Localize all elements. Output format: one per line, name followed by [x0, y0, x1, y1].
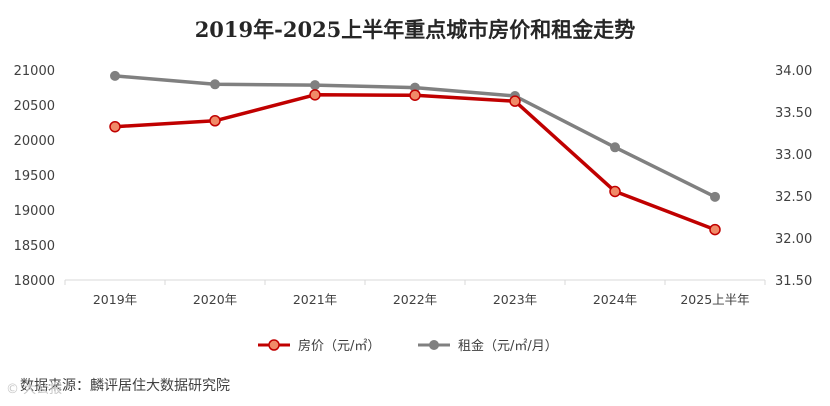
- legend-item-rent[interactable]: 租金（元/㎡/月）: [418, 338, 558, 354]
- right-tick-label: 32.50: [775, 190, 812, 205]
- legend-item-price[interactable]: 房价（元/㎡）: [258, 338, 380, 354]
- x-tick-label: 2019年: [93, 292, 137, 307]
- price-point[interactable]: [509, 95, 521, 107]
- series-layer: [109, 70, 721, 236]
- x-tick-label: 2020年: [193, 292, 237, 307]
- right-tick-label: 31.50: [775, 274, 812, 289]
- legend-marker-rent: [429, 340, 439, 350]
- rent-point[interactable]: [610, 142, 620, 153]
- rent-point[interactable]: [110, 70, 120, 81]
- x-tick-label: 2023年: [493, 292, 537, 307]
- x-tick-label: 2024年: [593, 292, 637, 307]
- left-tick-label: 21000: [14, 64, 55, 79]
- source-note: 数据来源：麟评居住大数据研究院: [20, 378, 230, 394]
- x-axis-ticks: 2019年 2020年 2021年 2022年 2023年 2024年 2025上半年: [64, 280, 766, 307]
- rent-point[interactable]: [310, 80, 320, 91]
- left-tick-label: 18500: [14, 239, 55, 254]
- legend-label-price: 房价（元/㎡）: [298, 338, 380, 354]
- chart-title: 2019年-2025上半年重点城市房价和租金走势: [195, 17, 636, 42]
- legend: 房价（元/㎡） 租金（元/㎡/月）: [258, 338, 558, 354]
- price-point[interactable]: [309, 89, 321, 101]
- right-axis-ticks: 31.50 32.00 32.50 33.00 33.50 34.00: [775, 64, 812, 289]
- rent-point[interactable]: [210, 79, 220, 90]
- left-tick-label: 20000: [14, 134, 55, 149]
- x-tick-label: 2021年: [293, 292, 337, 307]
- x-tick-label: 2025上半年: [680, 292, 749, 307]
- left-tick-label: 18000: [14, 274, 55, 289]
- right-tick-label: 34.00: [775, 64, 812, 79]
- right-tick-label: 32.00: [775, 232, 812, 247]
- left-tick-label: 20500: [14, 99, 55, 114]
- price-point[interactable]: [609, 185, 621, 198]
- price-point[interactable]: [409, 89, 421, 101]
- legend-marker-price: [268, 339, 280, 351]
- x-tick-label: 2022年: [393, 292, 437, 307]
- price-series-line: [113, 93, 717, 232]
- legend-label-rent: 租金（元/㎡/月）: [458, 338, 558, 354]
- price-point[interactable]: [209, 115, 221, 127]
- watermark: © 大公报: [6, 382, 62, 397]
- rent-point[interactable]: [710, 191, 720, 202]
- right-tick-label: 33.00: [775, 148, 812, 163]
- left-axis-ticks: 18000 18500 19000 19500 20000 20500 21000: [14, 64, 55, 289]
- left-tick-label: 19000: [14, 204, 55, 219]
- left-tick-label: 19500: [14, 169, 55, 184]
- price-point[interactable]: [709, 223, 721, 236]
- price-point[interactable]: [109, 120, 121, 133]
- right-tick-label: 33.50: [775, 106, 812, 121]
